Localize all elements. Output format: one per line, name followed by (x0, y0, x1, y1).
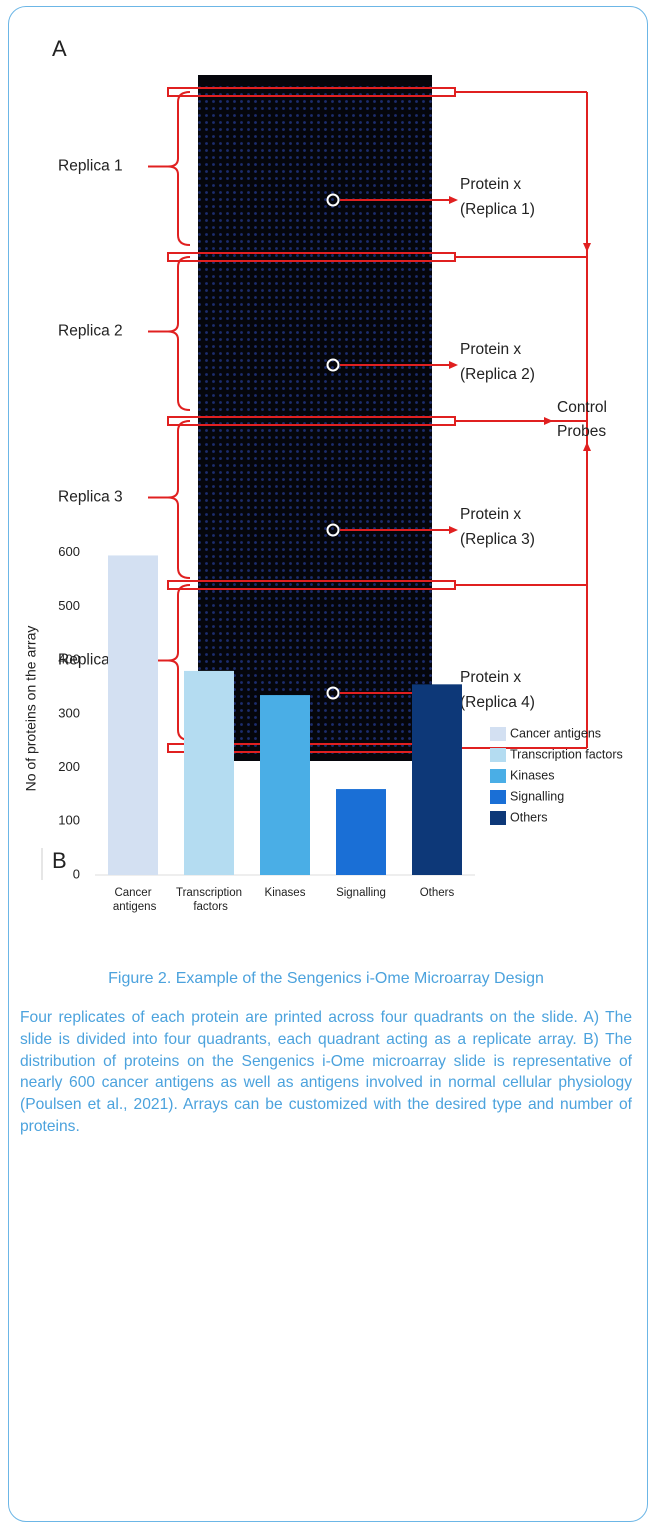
bar (336, 789, 386, 875)
bracket (168, 92, 190, 245)
slide-spots (198, 86, 432, 758)
legend-label: Kinases (510, 768, 554, 782)
protein-label: Protein x (460, 669, 521, 686)
body-text: Four replicates of each protein are prin… (20, 1007, 632, 1138)
arrow-head (449, 361, 458, 369)
y-tick-label: 100 (58, 813, 80, 828)
x-tick-label: Kinases (265, 887, 306, 899)
protein-label: Protein x (460, 341, 521, 358)
control-label: Probes (557, 423, 606, 440)
bar (184, 671, 234, 875)
protein-label: (Replica 2) (460, 366, 535, 383)
y-tick-label: 200 (58, 759, 80, 774)
replica-label: Replica 3 (58, 489, 123, 506)
replica-label: Replica 1 (58, 158, 123, 175)
x-tick-label: Transcription factors (176, 887, 242, 913)
bar (412, 684, 462, 875)
bar (108, 555, 158, 875)
legend-label: Cancer antigens (510, 726, 601, 740)
bar (260, 695, 310, 875)
y-tick-label: 0 (73, 866, 80, 881)
legend-swatch (490, 811, 506, 825)
legend-label: Others (510, 810, 548, 824)
panel-label: A (52, 36, 67, 61)
legend-swatch (490, 748, 506, 762)
y-tick-label: 300 (58, 705, 80, 720)
legend-swatch (490, 727, 506, 741)
y-tick-label: 500 (58, 598, 80, 613)
legend-swatch (490, 790, 506, 804)
y-tick-label: 600 (58, 544, 80, 559)
protein-label: (Replica 3) (460, 531, 535, 548)
panel-label: B (52, 848, 67, 873)
arrow-head (583, 243, 591, 252)
arrow-head (583, 442, 591, 451)
arrow-head (449, 526, 458, 534)
bracket (168, 257, 190, 410)
replica-label: Replica 2 (58, 323, 123, 340)
caption: Figure 2. Example of the Sengenics i-Ome… (10, 970, 642, 988)
y-axis-label: No of proteins on the array (23, 626, 39, 792)
protein-label: (Replica 4) (460, 694, 535, 711)
x-tick-label: Signalling (336, 887, 386, 899)
protein-label: (Replica 1) (460, 201, 535, 218)
x-tick-label: Others (420, 887, 455, 899)
figure: A Replica 1 Protein x (Replica 1) Replica 2… (0, 0, 652, 960)
protein-label: Protein x (460, 506, 521, 523)
legend-swatch (490, 769, 506, 783)
arrow-head (449, 196, 458, 204)
bracket (168, 421, 190, 578)
x-tick-label: Cancer antigens (110, 887, 157, 913)
arrow-head (544, 417, 553, 425)
control-label: Control (557, 399, 607, 416)
page: A Replica 1 Protein x (Replica 1) Replica 2… (0, 0, 652, 1530)
legend-label: Transcription factors (510, 747, 623, 761)
protein-label: Protein x (460, 176, 521, 193)
legend-label: Signalling (510, 789, 564, 803)
y-tick-label: 400 (58, 652, 80, 667)
